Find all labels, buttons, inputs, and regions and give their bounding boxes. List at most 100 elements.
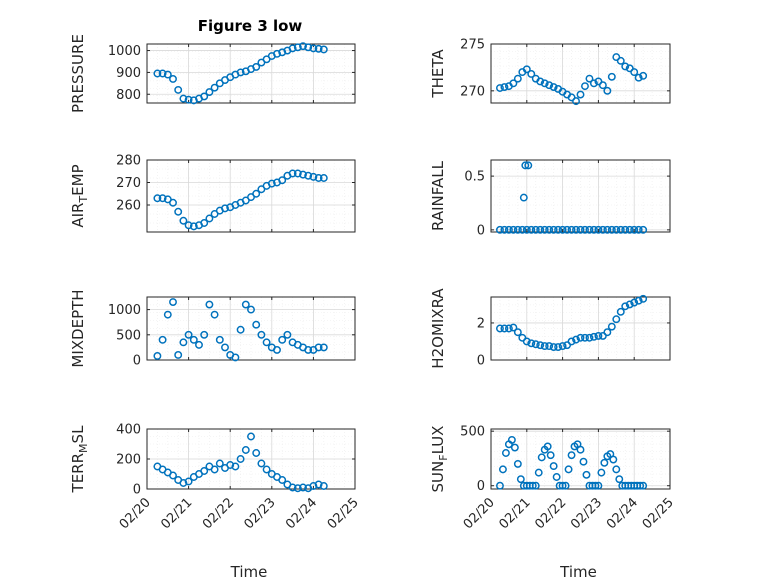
y-axis-label: TERRMSL: [69, 425, 90, 494]
data-point: [319, 45, 328, 54]
data-point: [567, 451, 576, 460]
y-tick-label: 800: [116, 88, 141, 103]
data-point: [558, 342, 567, 351]
x-tick-label: 02/25: [325, 495, 362, 532]
data-point: [554, 343, 563, 351]
y-tick-label: 200: [116, 453, 141, 468]
data-point: [252, 189, 261, 198]
data-point: [163, 70, 172, 79]
y-tick-label: 275: [460, 38, 485, 53]
data-point: [509, 225, 518, 234]
data-point: [267, 179, 276, 188]
data-point: [500, 324, 509, 333]
data-point: [591, 481, 600, 490]
data-point: [200, 330, 209, 339]
y-axis-label: AIRTEMP: [69, 164, 90, 227]
data-series: [153, 42, 328, 105]
y-tick-label: 400: [116, 423, 141, 438]
data-point: [621, 225, 630, 234]
data-point: [169, 298, 177, 306]
data-point: [189, 335, 198, 344]
data-point: [581, 225, 589, 234]
data-series: [496, 294, 648, 351]
data-series: [496, 435, 648, 490]
data-point: [314, 343, 323, 352]
data-point: [205, 214, 214, 223]
x-tick-label: 02/24: [604, 495, 641, 532]
data-series: [153, 432, 328, 493]
data-point: [309, 172, 318, 181]
data-point: [634, 296, 643, 305]
data-point: [257, 330, 266, 339]
axes-box: [490, 43, 671, 104]
data-point: [558, 225, 567, 234]
data-point: [504, 324, 513, 333]
data-point: [288, 44, 297, 53]
data-point: [153, 352, 162, 360]
subplot-grid: 800 900 1000 PRESSURE 270 275 THETA 260 270 280 AI…: [69, 34, 677, 581]
data-point: [221, 343, 229, 352]
data-point: [184, 221, 193, 230]
data-point: [184, 477, 193, 486]
x-tick-label: 02/23: [242, 495, 279, 532]
data-point: [200, 219, 209, 227]
figure-title: Figure 3 low: [198, 17, 303, 35]
data-point: [288, 169, 297, 178]
data-point: [513, 459, 522, 468]
y-tick-label: 270: [116, 176, 141, 191]
data-point: [534, 468, 543, 477]
data-point: [558, 481, 567, 490]
data-point: [579, 457, 588, 466]
data-point: [319, 343, 328, 352]
data-point: [163, 310, 172, 319]
data-point: [319, 174, 328, 182]
subplot-7: 0 200 400 02/20 02/21 02/22 02/23 02/24 02/25 Tim…: [69, 423, 362, 582]
data-point: [158, 335, 167, 344]
data-point: [545, 342, 554, 351]
data-point: [612, 53, 621, 62]
data-point: [236, 455, 245, 463]
data-point: [549, 343, 558, 351]
y-tick-label: 260: [116, 199, 141, 214]
data-point: [585, 74, 594, 83]
x-axis-label: Time: [230, 563, 268, 581]
data-point: [288, 483, 297, 492]
data-series: [496, 53, 648, 106]
data-point: [293, 169, 302, 178]
data-point: [625, 64, 634, 73]
data-point: [319, 482, 328, 490]
data-point: [179, 94, 188, 103]
data-point: [504, 225, 513, 234]
data-point: [309, 44, 318, 53]
data-point: [594, 77, 603, 86]
x-tick-label: 02/20: [461, 495, 498, 532]
data-point: [545, 225, 554, 234]
data-point: [630, 298, 639, 307]
data-point: [572, 225, 580, 234]
data-point: [314, 44, 323, 53]
data-point: [509, 79, 518, 88]
data-point: [634, 225, 643, 234]
y-tick-label: 0.5: [464, 170, 485, 185]
subplot-6: 0 2 H2OMIXRA: [429, 288, 671, 369]
data-point: [607, 72, 616, 81]
data-point: [567, 225, 576, 234]
x-tick-label: 02/21: [158, 495, 195, 532]
data-point: [516, 475, 525, 484]
data-point: [519, 193, 528, 202]
y-tick-label: 0: [477, 354, 485, 369]
axes-box: [146, 296, 356, 361]
data-point: [500, 83, 509, 92]
data-point: [169, 198, 177, 207]
data-point: [283, 330, 292, 339]
data-series: [153, 169, 328, 231]
data-point: [521, 161, 530, 170]
grid-lines: [146, 159, 356, 232]
data-point: [153, 194, 162, 203]
data-point: [549, 225, 558, 234]
data-point: [567, 93, 576, 102]
data-point: [304, 171, 313, 180]
data-series: [496, 161, 648, 234]
data-point: [273, 345, 281, 354]
